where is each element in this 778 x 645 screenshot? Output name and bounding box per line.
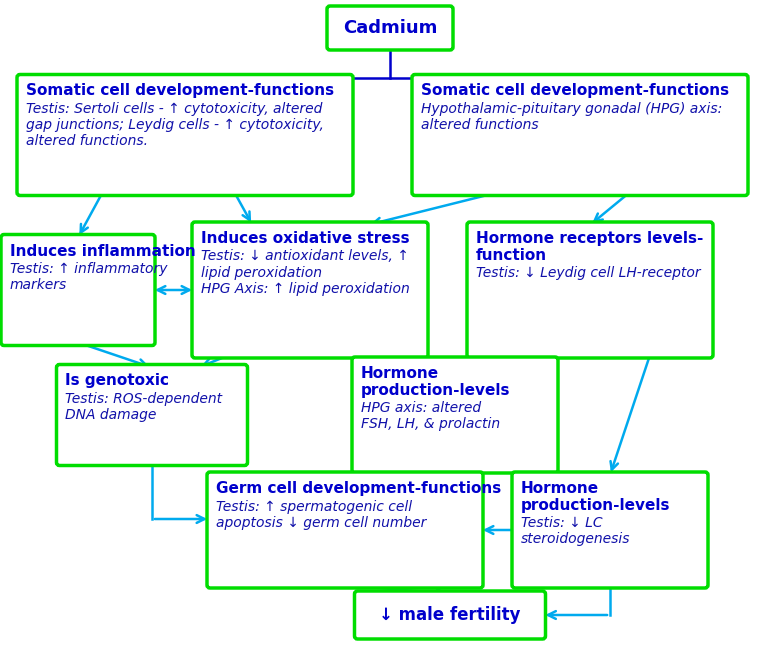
FancyBboxPatch shape [352, 357, 558, 473]
Text: Induces inflammation: Induces inflammation [10, 244, 196, 259]
Text: Testis: ↓ antioxidant levels, ↑
lipid peroxidation
HPG Axis: ↑ lipid peroxidatio: Testis: ↓ antioxidant levels, ↑ lipid pe… [201, 250, 410, 296]
Text: Testis: ↑ spermatogenic cell
apoptosis ↓ germ cell number: Testis: ↑ spermatogenic cell apoptosis ↓… [216, 499, 426, 530]
FancyBboxPatch shape [355, 591, 545, 639]
Text: Testis: ROS-dependent
DNA damage: Testis: ROS-dependent DNA damage [65, 392, 223, 422]
FancyBboxPatch shape [412, 75, 748, 195]
Text: Testis: ↓ Leydig cell LH-receptor: Testis: ↓ Leydig cell LH-receptor [476, 266, 701, 280]
Text: Testis: ↑ inflammatory
markers: Testis: ↑ inflammatory markers [10, 262, 167, 292]
FancyBboxPatch shape [57, 364, 247, 466]
Text: HPG axis: altered
FSH, LH, & prolactin: HPG axis: altered FSH, LH, & prolactin [361, 401, 500, 432]
FancyBboxPatch shape [207, 472, 483, 588]
FancyBboxPatch shape [512, 472, 708, 588]
Text: Induces oxidative stress: Induces oxidative stress [201, 231, 410, 246]
Text: Hypothalamic-pituitary gonadal (HPG) axis:
altered functions: Hypothalamic-pituitary gonadal (HPG) axi… [421, 102, 722, 132]
Text: Testis: ↓ LC
steroidogenesis: Testis: ↓ LC steroidogenesis [521, 516, 630, 546]
Text: Somatic cell development-functions: Somatic cell development-functions [421, 83, 729, 99]
FancyBboxPatch shape [192, 222, 428, 358]
Text: Somatic cell development-functions: Somatic cell development-functions [26, 83, 334, 99]
FancyBboxPatch shape [467, 222, 713, 358]
Text: Is genotoxic: Is genotoxic [65, 373, 170, 388]
Text: Hormone receptors levels-
function: Hormone receptors levels- function [476, 231, 703, 263]
FancyBboxPatch shape [327, 6, 453, 50]
FancyBboxPatch shape [1, 235, 155, 346]
Text: ↓ male fertility: ↓ male fertility [379, 606, 520, 624]
FancyBboxPatch shape [17, 75, 353, 195]
Text: Cadmium: Cadmium [343, 19, 437, 37]
Text: Germ cell development-functions: Germ cell development-functions [216, 481, 501, 496]
Text: Hormone
production-levels: Hormone production-levels [521, 481, 671, 513]
Text: Testis: Sertoli cells - ↑ cytotoxicity, altered
gap junctions; Leydig cells - ↑ : Testis: Sertoli cells - ↑ cytotoxicity, … [26, 102, 324, 148]
Text: Hormone
production-levels: Hormone production-levels [361, 366, 510, 399]
